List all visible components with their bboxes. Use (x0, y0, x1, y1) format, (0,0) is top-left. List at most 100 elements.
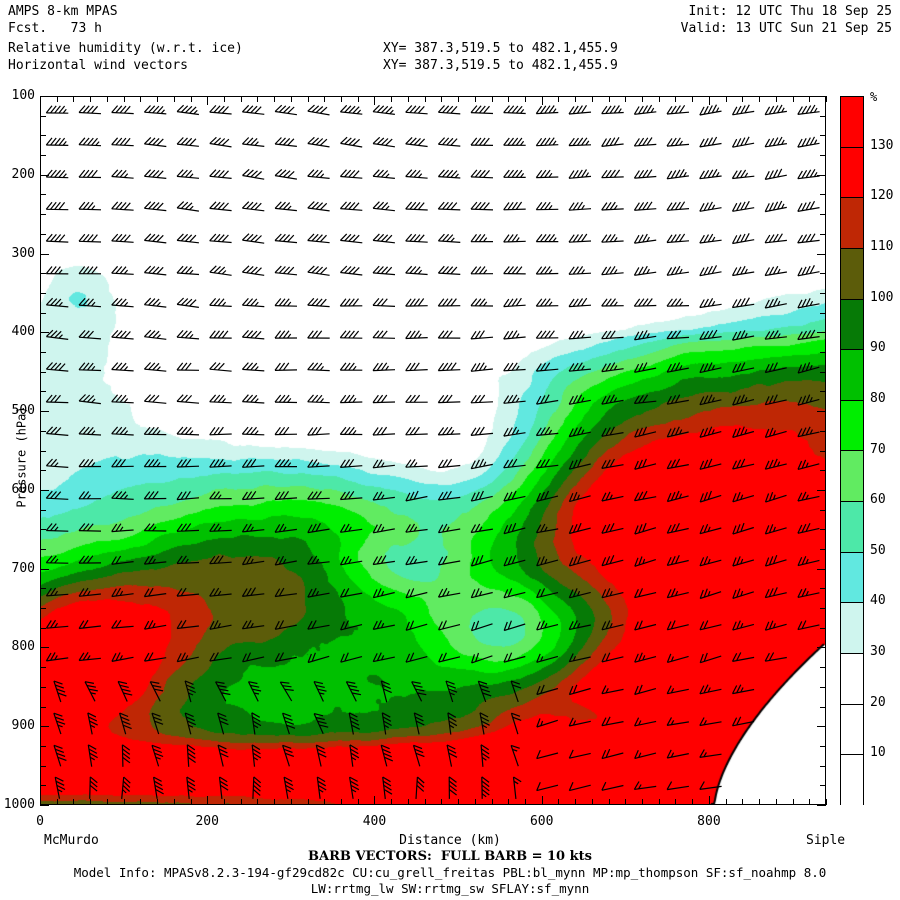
wind-barb-flag (581, 297, 588, 307)
wind-barb-flag (221, 170, 229, 178)
wind-barb-flag (82, 555, 90, 564)
wind-barb-flag (642, 330, 648, 339)
wind-barb-shaft (601, 624, 624, 631)
wind-barb-shaft (732, 656, 755, 662)
wind-barb-flag (772, 430, 776, 436)
wind-barb-shaft (415, 776, 418, 799)
wind-barb-shaft (340, 208, 363, 211)
wind-barb-flag (148, 426, 155, 435)
wind-barb-shaft (510, 745, 519, 767)
wind-barb-shaft (373, 656, 395, 663)
wind-barb-shaft (569, 463, 591, 470)
wind-barb-shaft (372, 272, 396, 276)
wind-barb-flag (707, 233, 714, 243)
wind-barb-flag (442, 201, 449, 210)
wind-barb-flag (503, 137, 510, 146)
wind-barb-flag (437, 201, 445, 210)
wind-barb-flag (380, 394, 388, 403)
wind-barb-shaft (46, 432, 69, 436)
wind-barb-flag (252, 752, 262, 759)
wind-barb-flag (536, 589, 541, 598)
x-axis-tick (658, 799, 660, 805)
x-axis-tick-label: 0 (36, 814, 44, 829)
wind-barb-flag (246, 459, 253, 468)
wind-barb-flag (777, 333, 781, 339)
wind-barb-flag (670, 656, 674, 662)
wind-barb-shaft (732, 399, 755, 406)
wind-barb-flag (711, 265, 718, 274)
wind-barb-flag (352, 234, 360, 243)
wind-barb-flag (409, 588, 415, 598)
wind-barb-flag (50, 619, 57, 629)
wind-barb-flag (548, 330, 555, 339)
wind-barb-flag (246, 426, 253, 435)
wind-barb-flag (707, 265, 713, 275)
wind-barb-flag (250, 234, 258, 242)
wind-barb-flag (711, 168, 718, 178)
y-axis-tick (817, 96, 826, 97)
wind-barb-flag (483, 237, 488, 242)
wind-barb-shaft (215, 681, 227, 702)
wind-barb-flag (119, 105, 127, 114)
wind-barb-flag (568, 266, 575, 275)
wind-barb-flag (437, 524, 444, 533)
wind-barb-flag (278, 394, 286, 403)
wind-barb-flag (315, 394, 323, 403)
wind-barb-flag (535, 202, 543, 211)
wind-barb-flag (474, 394, 481, 403)
wind-barb-flag (186, 776, 195, 783)
wind-barb-flag (217, 458, 224, 468)
wind-barb-flag (409, 298, 416, 307)
wind-barb-shaft (242, 625, 265, 630)
y-axis-tick (817, 726, 826, 728)
wind-barb-shaft (765, 336, 787, 340)
wind-barb-flag (45, 105, 53, 114)
wind-barb-flag (213, 362, 221, 370)
wind-barb-flag (478, 590, 483, 596)
wind-barb-flag (479, 712, 489, 718)
wind-barb-flag (250, 684, 260, 688)
wind-barb-flag (740, 201, 746, 211)
wind-barb-flag (609, 394, 615, 403)
wind-barb-flag (91, 169, 98, 178)
wind-barb-flag (764, 138, 771, 148)
wind-barb-flag (764, 203, 770, 212)
colorbar-segment (841, 97, 863, 148)
wind-barb-flag (707, 558, 711, 564)
wind-barb-flag (568, 685, 574, 695)
wind-barb-flag (311, 459, 318, 468)
wind-barb-flag (679, 301, 684, 307)
y-axis-tick (820, 509, 826, 511)
wind-barb-flag (670, 459, 677, 469)
wind-barb-flag (250, 526, 254, 532)
wind-barb-flag (650, 107, 655, 113)
wind-barb-flag (666, 234, 673, 243)
wind-barb-shaft (405, 465, 428, 468)
y-axis-tick (40, 489, 49, 491)
wind-barb-flag (417, 138, 426, 146)
wind-barb-flag (699, 428, 705, 438)
wind-barb-shaft (634, 527, 657, 535)
wind-barb-flag (413, 234, 421, 242)
wind-barb-shaft (177, 207, 199, 212)
wind-barb-flag (481, 793, 487, 798)
wind-barb-shaft (601, 559, 624, 567)
wind-barb-flag (380, 362, 388, 371)
wind-barb-flag (339, 330, 347, 339)
wind-barb-flag (352, 330, 360, 339)
y-axis-tick (820, 371, 826, 373)
wind-barb-flag (801, 105, 808, 115)
wind-barb-flag (544, 526, 548, 532)
wind-barb-flag (535, 298, 543, 307)
wind-barb-flag (666, 460, 672, 469)
wind-barb-flag (339, 426, 347, 435)
wind-barb-flag (57, 692, 67, 697)
wind-barb-shaft (176, 400, 200, 404)
wind-barb-flag (119, 684, 129, 688)
wind-barb-flag (474, 266, 482, 275)
wind-barb-shaft (307, 207, 330, 212)
y-axis-tick (820, 785, 826, 787)
wind-barb-flag (503, 621, 508, 631)
x-axis-tick (575, 799, 577, 805)
wind-barb-flag (349, 716, 359, 722)
